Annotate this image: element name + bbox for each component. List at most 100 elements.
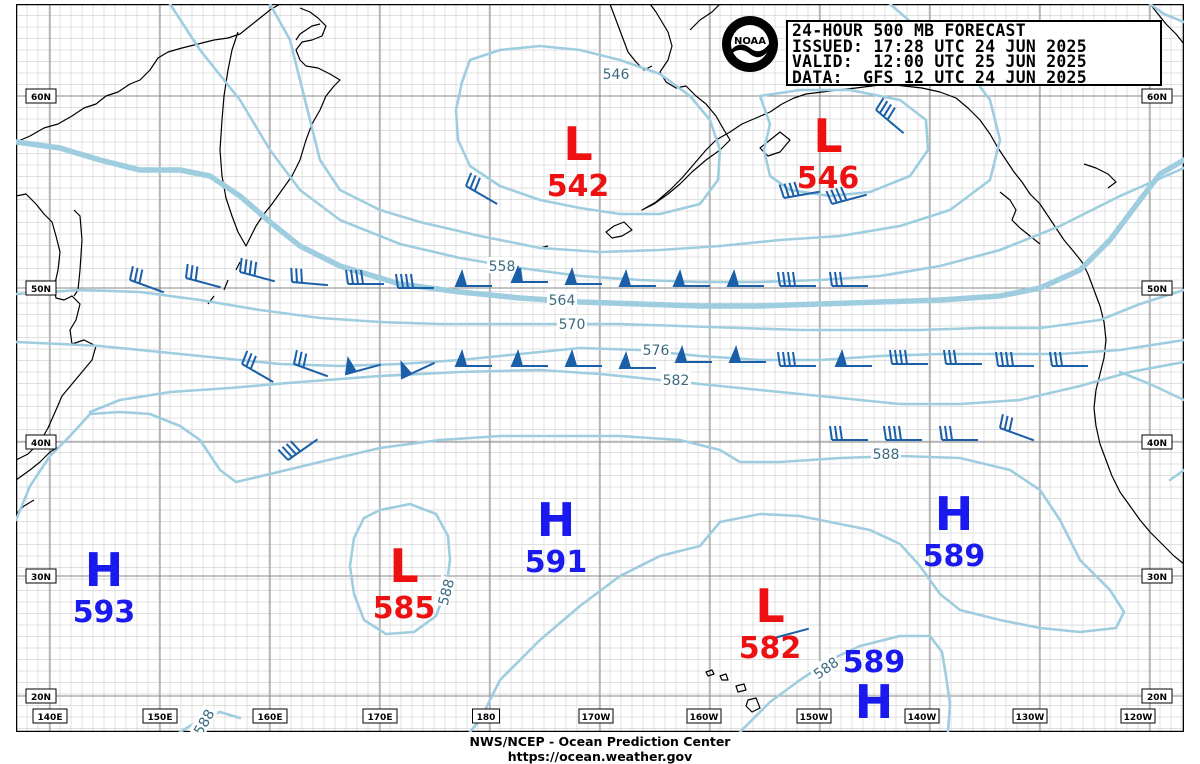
wind-barb — [1049, 351, 1088, 367]
wind-barb — [777, 271, 816, 287]
wind-barb — [510, 265, 548, 283]
center-type: L — [755, 579, 784, 633]
svg-text:50N: 50N — [1147, 285, 1167, 295]
wind-barb — [129, 265, 165, 294]
contour-label-text: 564 — [549, 293, 576, 309]
lon-label: 180 — [472, 708, 500, 724]
contour-label: 546 — [601, 65, 631, 83]
header-valid: VALID: 12:00 UTC 25 JUN 2025 — [792, 52, 1087, 72]
svg-text:40N: 40N — [1147, 439, 1167, 449]
footer-agency: NWS/NCEP - Ocean Prediction Center — [469, 734, 731, 749]
svg-text:180: 180 — [477, 713, 496, 723]
logo-text: NOAA — [734, 36, 766, 47]
center-type: L — [563, 117, 592, 171]
lon-label: 130W — [1012, 708, 1048, 724]
svg-text:60N: 60N — [31, 93, 51, 103]
svg-text:20N: 20N — [31, 693, 51, 703]
wind-barb — [564, 349, 602, 367]
axis-labels: 60N 60N 50N 50N 40N 40N 30N 30N 20N 20N 140E 150E 16… — [25, 88, 1173, 724]
wind-barb — [241, 350, 274, 383]
lat-label: 40N — [25, 434, 57, 450]
lon-label: 120W — [1120, 708, 1156, 724]
footer: NWS/NCEP - Ocean Prediction Center https… — [0, 734, 1200, 764]
contour-label: 570 — [557, 315, 587, 333]
wind-barb — [564, 267, 602, 285]
wind-barb — [889, 349, 928, 365]
wind-barb — [345, 269, 384, 285]
svg-text:30N: 30N — [1147, 573, 1167, 583]
lat-label: 20N — [1141, 688, 1173, 704]
svg-text:130W: 130W — [1016, 713, 1045, 723]
wind-barb — [395, 273, 434, 289]
wind-barbs — [129, 97, 1088, 639]
lon-label: 140E — [32, 708, 68, 724]
contour-label: 576 — [641, 341, 671, 359]
svg-text:150E: 150E — [148, 713, 173, 723]
wind-barb — [777, 351, 816, 367]
svg-text:170W: 170W — [582, 713, 611, 723]
wind-barb — [778, 181, 820, 199]
height-contours — [16, 4, 1184, 732]
wind-barb — [672, 269, 710, 287]
wind-barb — [829, 425, 868, 441]
lon-label: 170E — [362, 708, 398, 724]
wind-barb — [773, 627, 810, 639]
wind-barb — [939, 425, 978, 441]
center-value: 589 — [923, 539, 986, 574]
lat-label: 40N — [1141, 434, 1173, 450]
contour-label: 588 — [433, 575, 458, 609]
lat-label: 30N — [25, 568, 57, 584]
svg-text:120W: 120W — [1124, 713, 1153, 723]
lon-label: 160W — [686, 708, 722, 724]
lon-label: 170W — [578, 708, 614, 724]
wind-barb — [618, 351, 656, 369]
center-value: 542 — [547, 169, 610, 204]
lat-label: 20N — [25, 688, 57, 704]
center-value: 546 — [797, 161, 860, 196]
wind-barb — [185, 263, 222, 289]
wind-barb — [277, 438, 319, 461]
noaa-logo: NOAA — [720, 14, 780, 74]
wind-barb — [829, 271, 868, 287]
wind-barb — [400, 359, 436, 380]
svg-text:140W: 140W — [908, 713, 937, 723]
wind-barb — [825, 186, 868, 205]
wind-barb — [454, 349, 492, 367]
footer-url[interactable]: https://ocean.weather.gov — [507, 749, 693, 764]
wind-barb — [465, 172, 498, 205]
center-type: H — [855, 675, 894, 729]
wind-barb — [293, 349, 329, 378]
wind-barb — [999, 413, 1035, 442]
svg-text:40N: 40N — [31, 439, 51, 449]
lat-label: 50N — [1141, 280, 1173, 296]
wind-barb — [995, 351, 1034, 367]
contour-label: 564 — [547, 291, 577, 309]
center-value: 591 — [525, 545, 588, 580]
forecast-header: 24-HOUR 500 MB FORECAST ISSUED: 17:28 UT… — [786, 20, 1162, 86]
wind-barb — [290, 267, 328, 287]
header-title: 24-HOUR 500 MB FORECAST — [792, 21, 1026, 40]
center-type: L — [389, 539, 418, 593]
center-value: 589 — [843, 645, 906, 680]
forecast-map: 546 558 564 570 576 582 588 588 588 588 60N 60N 50N… — [16, 4, 1184, 732]
wind-barb — [943, 349, 982, 365]
svg-text:140E: 140E — [38, 713, 63, 723]
header-data: DATA: GFS 12 UTC 24 JUN 2025 — [792, 67, 1087, 87]
center-type: H — [537, 493, 576, 547]
wind-barb — [344, 355, 382, 376]
center-value: 582 — [739, 631, 802, 666]
lat-label: 60N — [25, 88, 57, 104]
lon-label: 150E — [142, 708, 178, 724]
contour-label-text: 558 — [489, 259, 516, 275]
svg-text:20N: 20N — [1147, 693, 1167, 703]
svg-text:50N: 50N — [31, 285, 51, 295]
wind-barb — [834, 349, 872, 367]
wind-barb — [510, 349, 548, 367]
